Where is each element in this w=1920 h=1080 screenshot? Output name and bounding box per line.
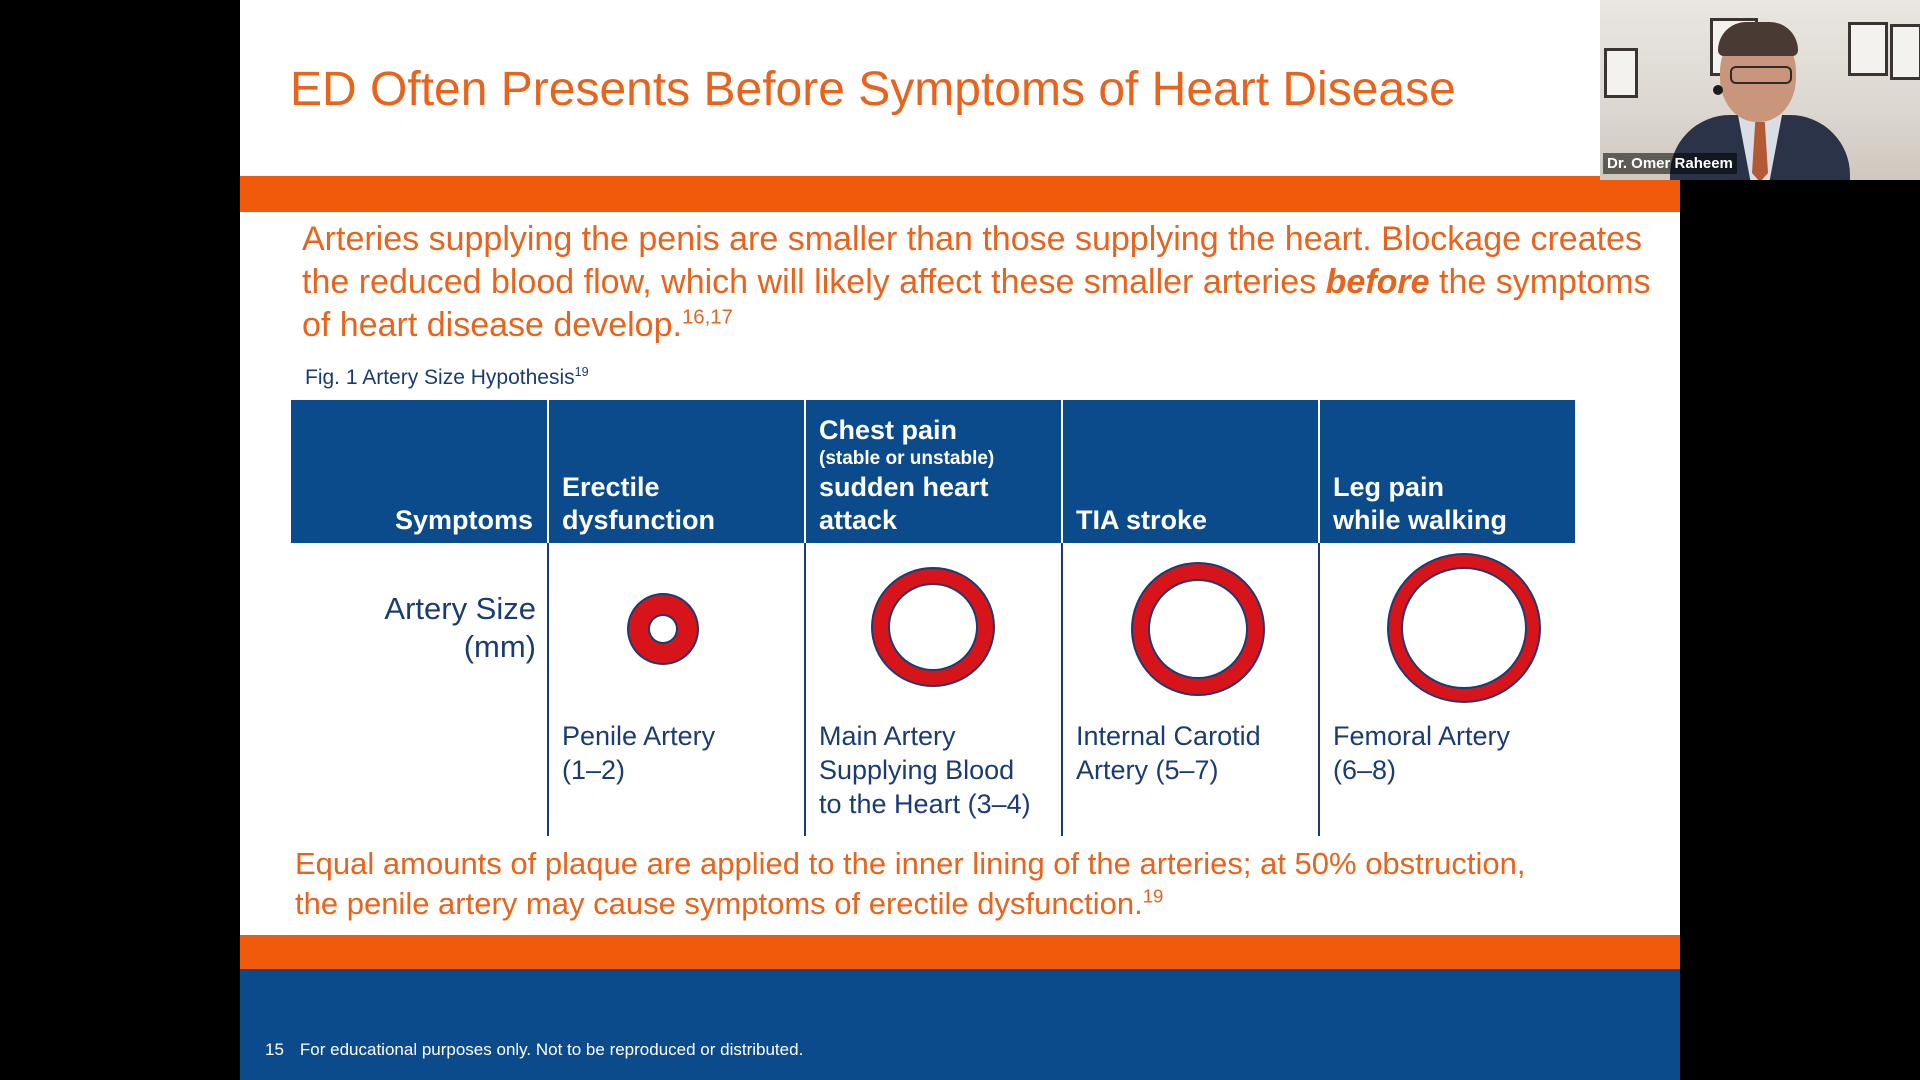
- artery-lumen: [650, 616, 676, 642]
- heart-artery-diagram: [873, 569, 993, 685]
- artery-lumen: [1403, 569, 1525, 687]
- bottom-accent-band: [240, 935, 1680, 969]
- femoral-artery-label: Femoral Artery (6–8): [1333, 719, 1510, 787]
- column-divider: [1318, 543, 1320, 836]
- heart-artery-label: Main Artery Supplying Blood to the Heart…: [819, 719, 1031, 821]
- artery-label-line: to the Heart (3–4): [819, 789, 1031, 819]
- conclusion-reference: 19: [1142, 885, 1164, 907]
- femoral-artery-diagram: [1389, 555, 1539, 701]
- header-leg-pain: Leg pain while walking: [1319, 400, 1575, 543]
- penile-artery-label: Penile Artery (1–2): [562, 719, 715, 787]
- conclusion-text: the penile artery may cause symptoms of …: [295, 886, 1143, 921]
- slide-number: 15: [265, 1040, 284, 1059]
- header-divider: [804, 400, 806, 543]
- conclusion-line: Equal amounts of plaque are applied to t…: [295, 846, 1526, 881]
- column-divider: [547, 543, 549, 836]
- participant-tie: [1752, 122, 1768, 180]
- slide-footer: 15 For educational purposes only. Not to …: [240, 969, 1680, 1080]
- column-divider: [1061, 543, 1063, 836]
- top-accent-band: [240, 176, 1680, 212]
- wall-frame: [1848, 22, 1888, 76]
- header-divider: [1061, 400, 1063, 543]
- artery-lumen: [890, 585, 976, 669]
- header-line: TIA stroke: [1076, 505, 1208, 535]
- conclusion-paragraph: Equal amounts of plaque are applied to t…: [295, 844, 1665, 924]
- participant-glasses: [1730, 66, 1792, 84]
- shared-slide: ED Often Presents Before Symptoms of Hea…: [240, 0, 1680, 1080]
- headset-icon: [1713, 85, 1723, 95]
- header-symptoms-label: Symptoms: [394, 505, 533, 535]
- carotid-artery-label: Internal Carotid Artery (5–7): [1076, 719, 1261, 787]
- figure-caption: Fig. 1 Artery Size Hypothesis19: [305, 366, 589, 390]
- intro-text-end: the symptoms of heart disease develop.: [302, 263, 1651, 344]
- penile-artery-diagram: [629, 595, 697, 663]
- header-line: while walking: [1333, 505, 1508, 535]
- figure-caption-text: Fig. 1 Artery Size Hypothesis: [305, 366, 575, 389]
- artery-label-line: (1–2): [562, 755, 626, 785]
- header-tia-stroke: TIA stroke: [1062, 400, 1318, 543]
- header-line: Erectile: [562, 472, 660, 502]
- artery-label-line: Internal Carotid: [1076, 721, 1261, 751]
- header-chest-pain: Chest pain (stable or unstable) sudden h…: [805, 400, 1061, 543]
- column-divider: [804, 543, 806, 836]
- participant-hair: [1718, 22, 1798, 56]
- header-symptoms: Symptoms: [291, 400, 547, 543]
- figure-reference: 19: [574, 365, 589, 379]
- participant-name-label: Dr. Omer Raheem: [1603, 153, 1737, 174]
- artery-label-line: (6–8): [1333, 755, 1397, 785]
- artery-label-line: Penile Artery: [562, 721, 716, 751]
- header-erectile-dysfunction: Erectile dysfunction: [548, 400, 804, 543]
- header-line: dysfunction: [562, 505, 715, 535]
- intro-emphasis: before: [1325, 263, 1430, 301]
- artery-label-line: Supplying Blood: [819, 755, 1015, 785]
- footer-text: 15 For educational purposes only. Not to …: [265, 1040, 803, 1060]
- header-divider: [547, 400, 549, 543]
- slide-title: ED Often Presents Before Symptoms of Hea…: [290, 63, 1456, 116]
- row-label-line: Artery Size: [384, 591, 536, 626]
- artery-label-line: Main Artery: [819, 721, 956, 751]
- row-label-artery-size: Artery Size (mm): [291, 590, 536, 666]
- header-line: sudden heart: [819, 472, 989, 502]
- intro-paragraph: Arteries supplying the penis are smaller…: [302, 218, 1672, 347]
- intro-reference: 16,17: [681, 306, 733, 329]
- header-line: Chest pain: [819, 415, 958, 445]
- wall-frame: [1604, 48, 1638, 98]
- header-divider: [1318, 400, 1320, 543]
- header-subnote: (stable or unstable): [819, 448, 995, 469]
- artery-label-line: Femoral Artery: [1333, 721, 1511, 751]
- table-header-row: [291, 400, 1575, 543]
- conclusion-line-2: the penile artery may cause symptoms of …: [295, 884, 1665, 924]
- footer-disclaimer: For educational purposes only. Not to be…: [299, 1040, 804, 1059]
- artery-lumen: [1150, 581, 1246, 677]
- wall-frame: [1890, 24, 1920, 80]
- header-line: Leg pain: [1333, 472, 1445, 502]
- participant-video-tile[interactable]: Dr. Omer Raheem: [1600, 0, 1920, 180]
- row-label-line: (mm): [463, 629, 536, 664]
- header-line: attack: [819, 505, 898, 535]
- artery-size-table: Symptoms Erectile dysfunction Chest pain…: [291, 400, 1575, 836]
- intro-text: Arteries supplying the penis are smaller…: [302, 220, 1642, 301]
- carotid-artery-diagram: [1133, 564, 1263, 694]
- artery-label-line: Artery (5–7): [1076, 755, 1219, 785]
